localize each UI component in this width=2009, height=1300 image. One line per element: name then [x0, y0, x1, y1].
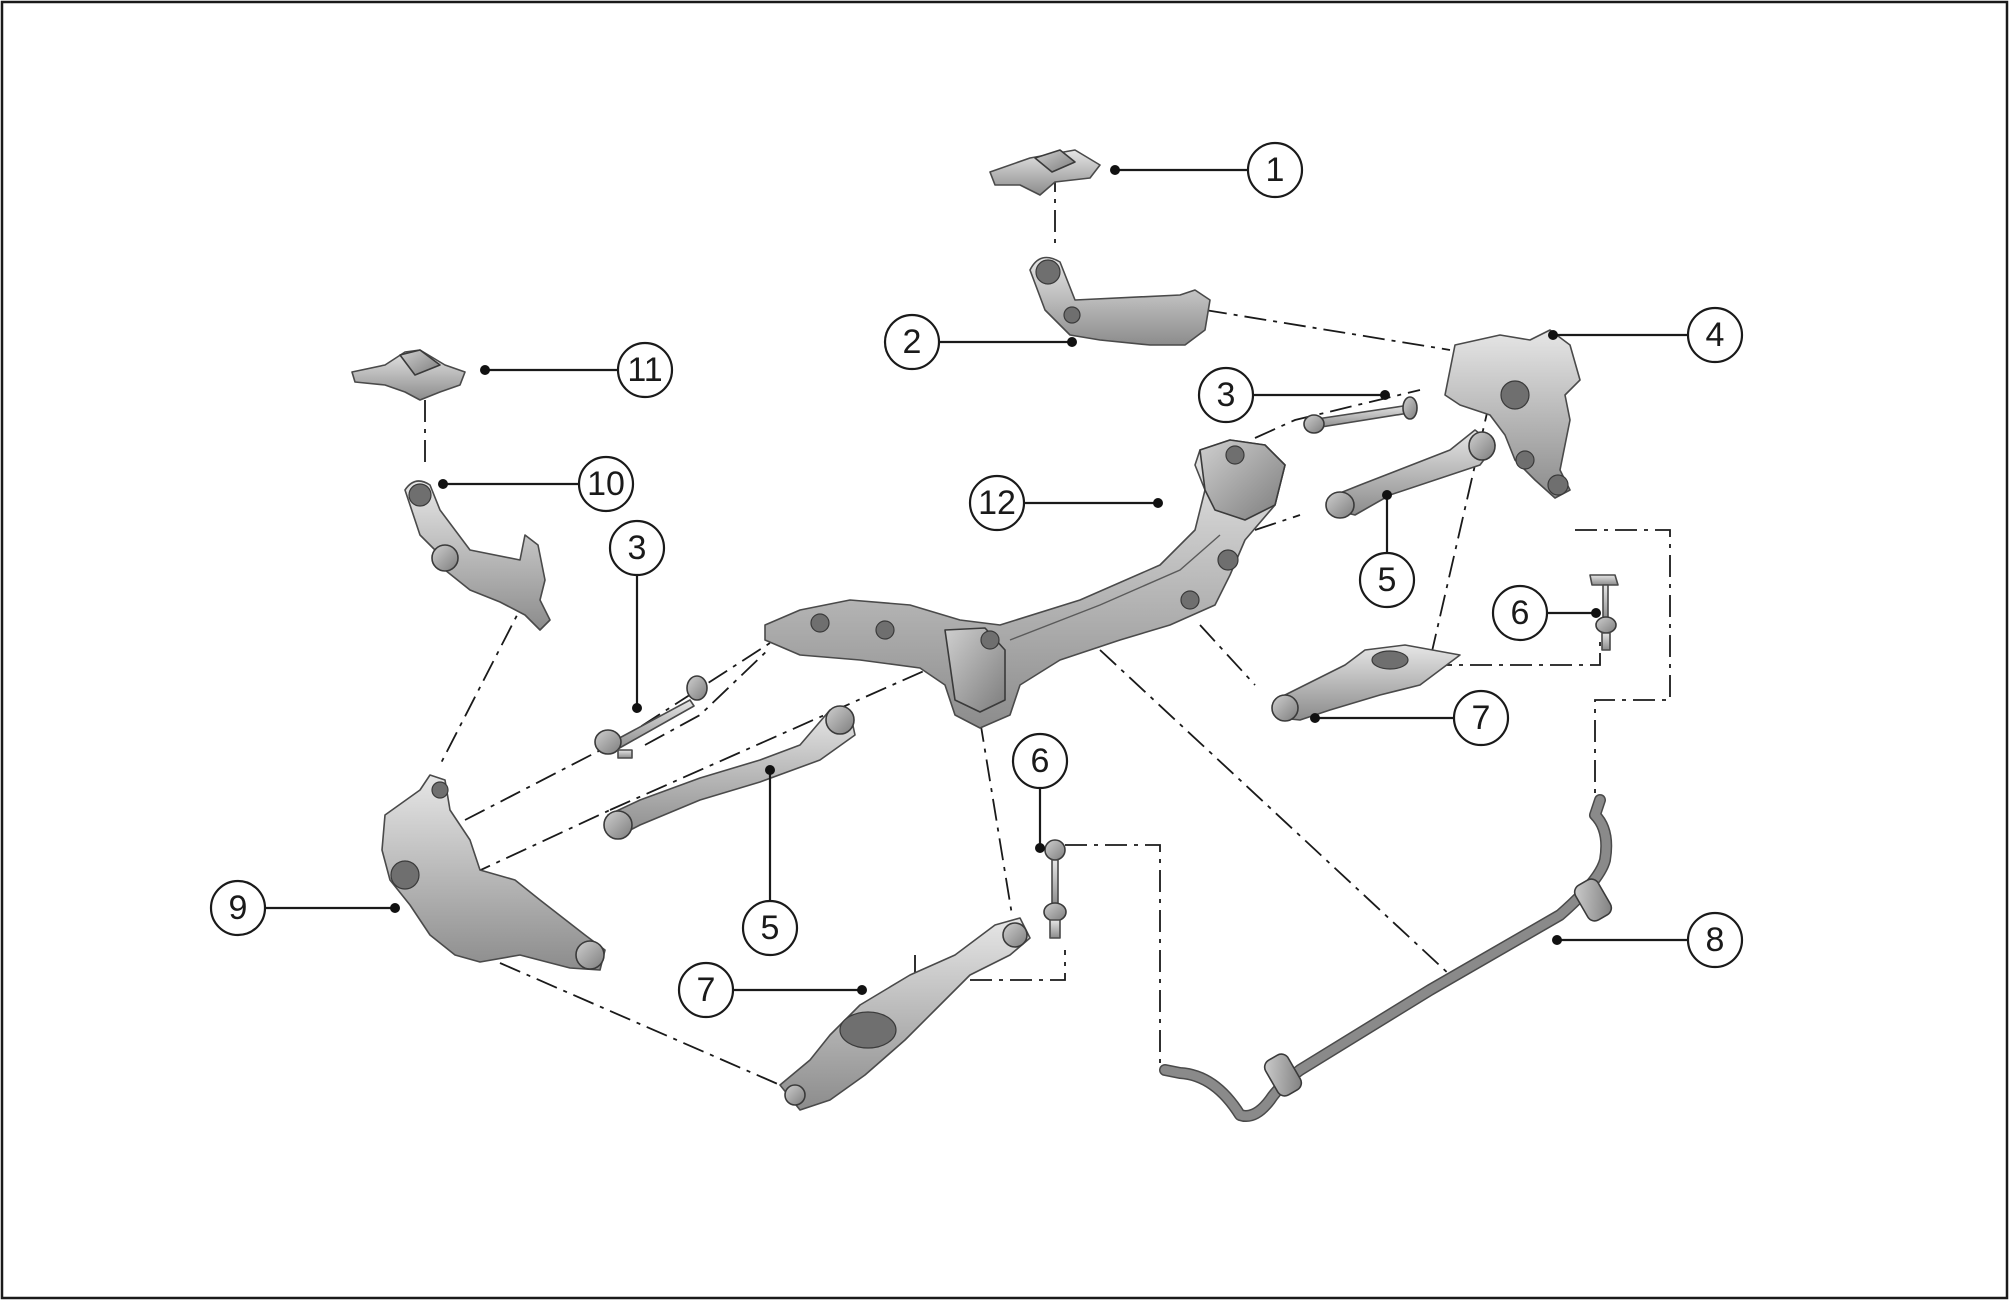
callout-3-right-label: 3 [1217, 376, 1236, 414]
callout-11-label: 11 [627, 351, 662, 389]
callout-6-right: 6 [1491, 584, 1549, 642]
callout-8: 8 [1686, 911, 1744, 969]
callout-7-left-label: 7 [697, 971, 716, 1009]
callout-12-label: 12 [978, 484, 1016, 522]
callout-2: 2 [883, 313, 941, 371]
part-1-upper-mount-bracket [989, 149, 1101, 196]
callout-6-right-label: 6 [1511, 594, 1530, 632]
part-11-upper-mount-bracket-left [351, 349, 466, 401]
callout-10: 10 [577, 455, 635, 513]
part-10-upper-control-arm-left [404, 480, 551, 631]
callout-5-right: 5 [1358, 551, 1416, 609]
part-5-lateral-link-right [1325, 429, 1496, 519]
callout-2-label: 2 [903, 323, 922, 361]
callout-5-left: 5 [741, 899, 799, 957]
part-4-rear-knuckle-right [1444, 329, 1581, 499]
callout-9-label: 9 [229, 889, 248, 927]
callout-leaders [265, 165, 1688, 995]
callout-6-left: 6 [1011, 732, 1069, 790]
part-5-lateral-link-left [603, 705, 856, 840]
callout-7-right-label: 7 [1472, 699, 1491, 737]
callout-labels: 1 2 3 3 4 5 5 6 6 7 7 8 9 10 11 12 [209, 141, 1744, 1019]
part-8-stabilizer-bar [1159, 794, 1613, 1122]
part-7-lower-control-arm-left [779, 917, 1031, 1111]
callout-7-right: 7 [1452, 689, 1510, 747]
part-7-lower-control-arm-right [1271, 644, 1461, 722]
part-3-toe-link-left [594, 675, 708, 759]
callout-4: 4 [1686, 306, 1744, 364]
callout-12: 12 [968, 474, 1026, 532]
callout-8-label: 8 [1706, 921, 1725, 959]
part-9-rear-knuckle-left [381, 774, 606, 971]
part-12-subframe [764, 439, 1286, 729]
part-6-stabilizer-link-right [1589, 574, 1619, 651]
callout-11: 11 [616, 341, 674, 399]
part-6-stabilizer-link-left [1043, 839, 1067, 939]
callout-9: 9 [209, 879, 267, 937]
callout-3-left-label: 3 [628, 529, 647, 567]
callout-5-left-label: 5 [761, 909, 780, 947]
callout-1: 1 [1246, 141, 1304, 199]
callout-7-left: 7 [677, 961, 735, 1019]
part-2-upper-control-arm [1029, 256, 1211, 346]
part-3-toe-link-right [1303, 396, 1418, 434]
callout-1-label: 1 [1266, 151, 1285, 189]
callout-5-right-label: 5 [1378, 561, 1397, 599]
callout-10-label: 10 [587, 465, 625, 503]
callout-4-label: 4 [1706, 316, 1725, 354]
callout-3-left: 3 [608, 519, 666, 577]
callout-6-left-label: 6 [1031, 742, 1050, 780]
callout-3-right: 3 [1197, 366, 1255, 424]
